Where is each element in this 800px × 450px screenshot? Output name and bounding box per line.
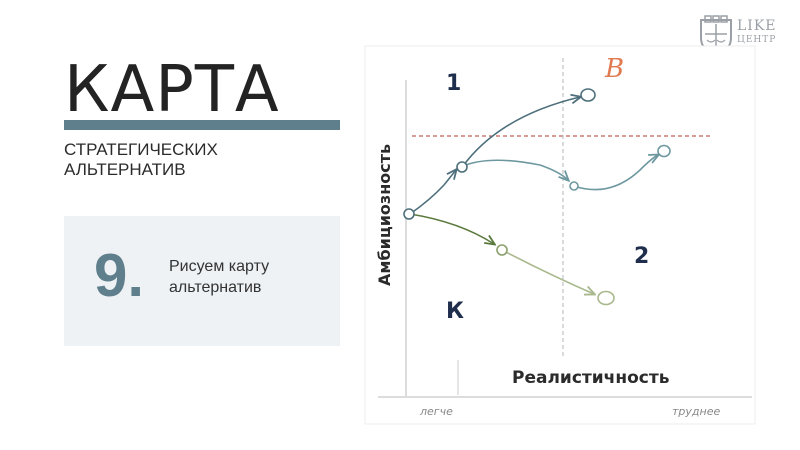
step-number: 9.	[94, 242, 145, 309]
x-axis-left-label: легче	[419, 405, 453, 418]
node-b-target	[580, 88, 596, 102]
node-zone2-end	[657, 144, 671, 158]
y-axis-label: Амбициозность	[375, 144, 394, 286]
node-start	[403, 208, 415, 220]
node-middle	[569, 181, 579, 191]
x-axis-right-label: труднее	[672, 405, 720, 418]
logo-line-1: LIKE	[737, 18, 777, 34]
path-hub-to-middle	[462, 159, 568, 180]
step-card: 9. Рисуем карту альтернатив	[64, 216, 340, 346]
path-lower-to-end	[501, 249, 594, 294]
diagram-frame	[364, 45, 756, 425]
zone-1-label: 1	[446, 71, 461, 96]
node-lower	[496, 244, 508, 256]
logo-line-2: ЦЕНТР	[737, 35, 777, 45]
zone-k-label: К	[446, 299, 464, 324]
path-middle-to-zone2	[573, 155, 658, 191]
step-description: Рисуем карту альтернатив	[169, 256, 269, 298]
node-hub	[456, 161, 468, 173]
x-axis-label: Реалистичность	[512, 368, 669, 388]
arrow-start-to-hub	[443, 170, 456, 186]
zone-b-label: B	[604, 54, 624, 84]
title-underline-bar	[64, 120, 340, 130]
node-lower-end	[597, 290, 615, 306]
subtitle-line-1: СТРАТЕГИЧЕСКИХ	[64, 140, 218, 159]
path-hub-to-b	[462, 97, 580, 167]
slide-title: КАРТА	[64, 53, 280, 127]
zone-2-label: 2	[634, 244, 649, 269]
path-start-to-lower	[409, 213, 494, 244]
step-text-line-2: альтернатив	[169, 279, 262, 296]
step-text-line-1: Рисуем карту	[169, 258, 270, 275]
subtitle-line-2: АЛЬТЕРНАТИВ	[64, 160, 186, 179]
slide-subtitle: СТРАТЕГИЧЕСКИХ АЛЬТЕРНАТИВ	[64, 140, 218, 180]
